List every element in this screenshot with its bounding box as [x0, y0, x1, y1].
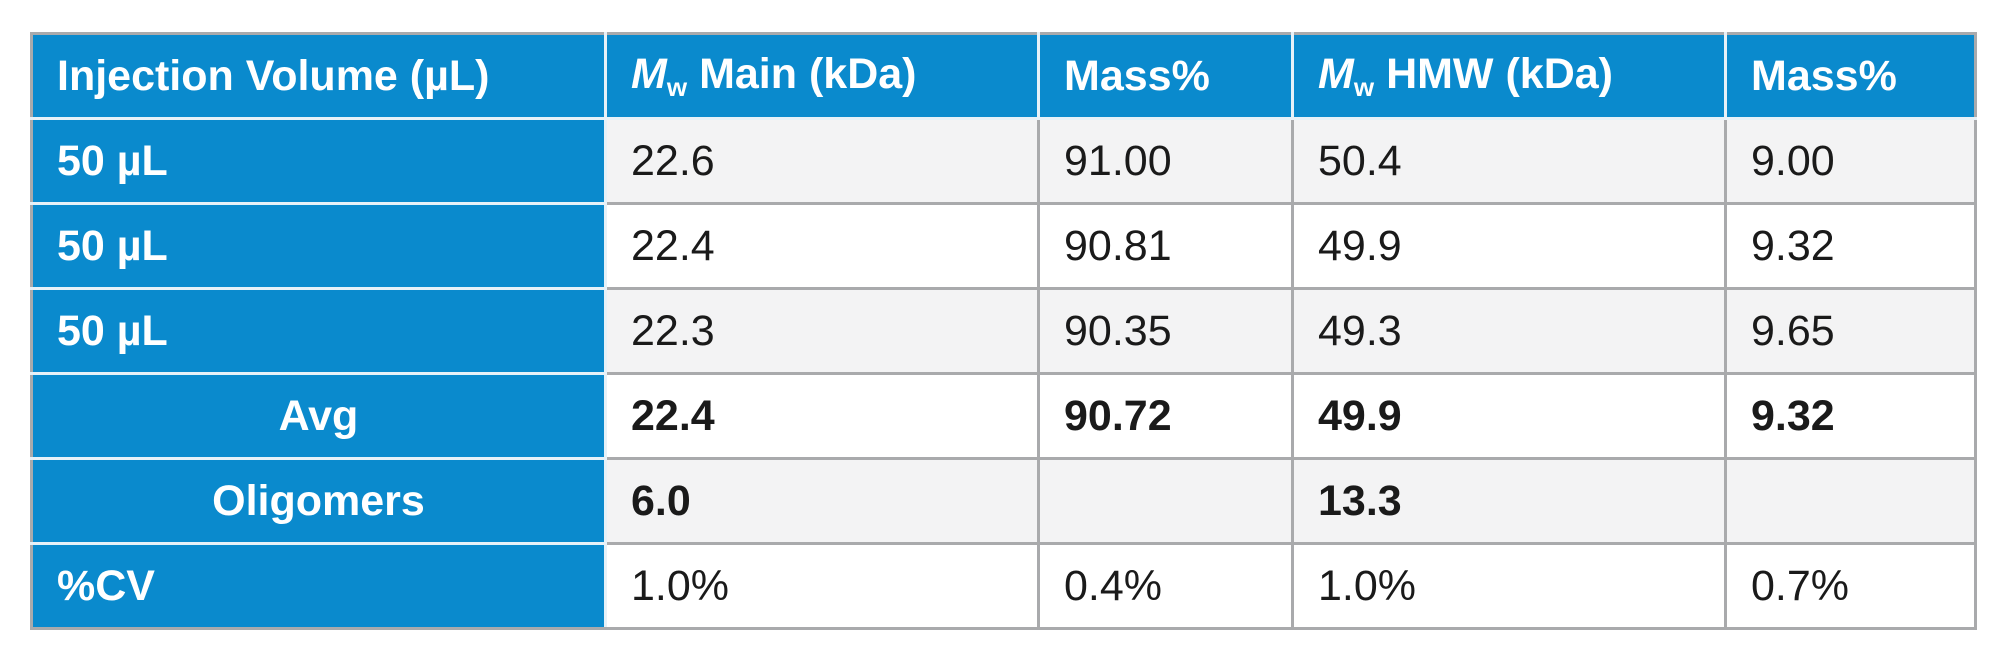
cell-mass-hmw — [1724, 457, 1977, 545]
row-label: Avg — [30, 372, 607, 460]
table-row: 50 µL 22.4 90.81 49.9 9.32 — [30, 202, 1977, 290]
row-label: 50 µL — [30, 202, 607, 290]
cell-mass-hmw: 9.00 — [1724, 117, 1977, 205]
cell-mw-hmw: 49.9 — [1291, 372, 1727, 460]
row-label: %CV — [30, 542, 607, 630]
row-label: Oligomers — [30, 457, 607, 545]
cell-mass-main: 90.81 — [1037, 202, 1294, 290]
cell-mass-hmw: 9.32 — [1724, 202, 1977, 290]
cell-mass-main: 91.00 — [1037, 117, 1294, 205]
header-injection-volume: Injection Volume (µL) — [30, 32, 607, 120]
cell-mw-hmw: 13.3 — [1291, 457, 1727, 545]
header-row: Injection Volume (µL) Mw Main (kDa) Mass%… — [30, 32, 1977, 120]
header-mw-main-text: Main (kDa) — [699, 49, 917, 98]
header-mw-hmw: Mw HMW (kDa) — [1291, 32, 1727, 120]
cell-mw-hmw: 49.3 — [1291, 287, 1727, 375]
cell-mass-hmw: 9.65 — [1724, 287, 1977, 375]
header-mass-hmw: Mass% — [1724, 32, 1977, 120]
cell-mw-main: 6.0 — [604, 457, 1040, 545]
header-mw-main: Mw Main (kDa) — [604, 32, 1040, 120]
cell-mass-main: 90.72 — [1037, 372, 1294, 460]
table-row: 50 µL 22.6 91.00 50.4 9.00 — [30, 117, 1977, 205]
row-label: 50 µL — [30, 287, 607, 375]
cell-mw-main: 22.6 — [604, 117, 1040, 205]
cell-mw-main: 22.4 — [604, 372, 1040, 460]
mw-subscript: w — [666, 71, 688, 102]
results-table: Injection Volume (µL) Mw Main (kDa) Mass%… — [30, 32, 1977, 630]
cell-mass-main: 0.4% — [1037, 542, 1294, 630]
mw-subscript: w — [1353, 71, 1375, 102]
cell-mass-hmw: 9.32 — [1724, 372, 1977, 460]
table-row-cv: %CV 1.0% 0.4% 1.0% 0.7% — [30, 542, 1977, 630]
cell-mw-hmw: 1.0% — [1291, 542, 1727, 630]
table-row: 50 µL 22.3 90.35 49.3 9.65 — [30, 287, 1977, 375]
cell-mw-hmw: 50.4 — [1291, 117, 1727, 205]
cell-mw-hmw: 49.9 — [1291, 202, 1727, 290]
cell-mw-main: 22.4 — [604, 202, 1040, 290]
cell-mw-main: 22.3 — [604, 287, 1040, 375]
header-mw-hmw-text: HMW (kDa) — [1386, 49, 1613, 98]
mw-symbol: M — [631, 49, 667, 98]
mw-symbol: M — [1318, 49, 1354, 98]
cell-mass-main: 90.35 — [1037, 287, 1294, 375]
cell-mass-hmw: 0.7% — [1724, 542, 1977, 630]
row-label: 50 µL — [30, 117, 607, 205]
cell-mw-main: 1.0% — [604, 542, 1040, 630]
cell-mass-main — [1037, 457, 1294, 545]
table-row-avg: Avg 22.4 90.72 49.9 9.32 — [30, 372, 1977, 460]
header-mass-main: Mass% — [1037, 32, 1294, 120]
table-row-oligomers: Oligomers 6.0 13.3 — [30, 457, 1977, 545]
